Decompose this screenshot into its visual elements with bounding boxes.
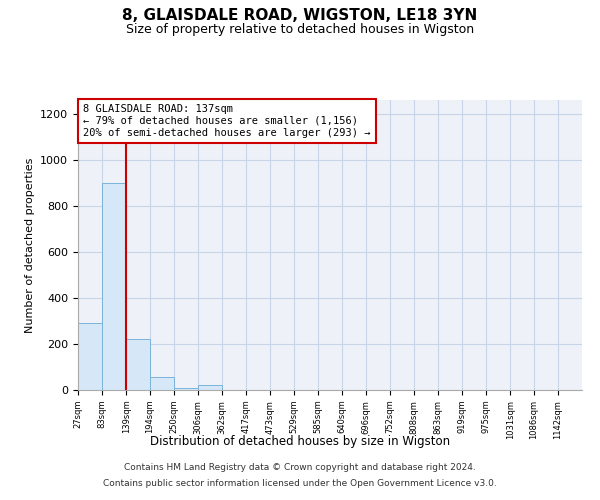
Text: Size of property relative to detached houses in Wigston: Size of property relative to detached ho… — [126, 22, 474, 36]
Text: Contains public sector information licensed under the Open Government Licence v3: Contains public sector information licen… — [103, 478, 497, 488]
Bar — [78, 324, 102, 390]
Bar — [150, 378, 174, 390]
Bar — [102, 183, 126, 390]
Text: 8, GLAISDALE ROAD, WIGSTON, LE18 3YN: 8, GLAISDALE ROAD, WIGSTON, LE18 3YN — [122, 8, 478, 22]
Bar — [126, 340, 151, 390]
Text: Contains HM Land Registry data © Crown copyright and database right 2024.: Contains HM Land Registry data © Crown c… — [124, 464, 476, 472]
Bar — [174, 388, 198, 390]
Text: 8 GLAISDALE ROAD: 137sqm
← 79% of detached houses are smaller (1,156)
20% of sem: 8 GLAISDALE ROAD: 137sqm ← 79% of detach… — [83, 104, 371, 138]
Text: Distribution of detached houses by size in Wigston: Distribution of detached houses by size … — [150, 435, 450, 448]
Y-axis label: Number of detached properties: Number of detached properties — [25, 158, 35, 332]
Bar — [198, 386, 222, 390]
